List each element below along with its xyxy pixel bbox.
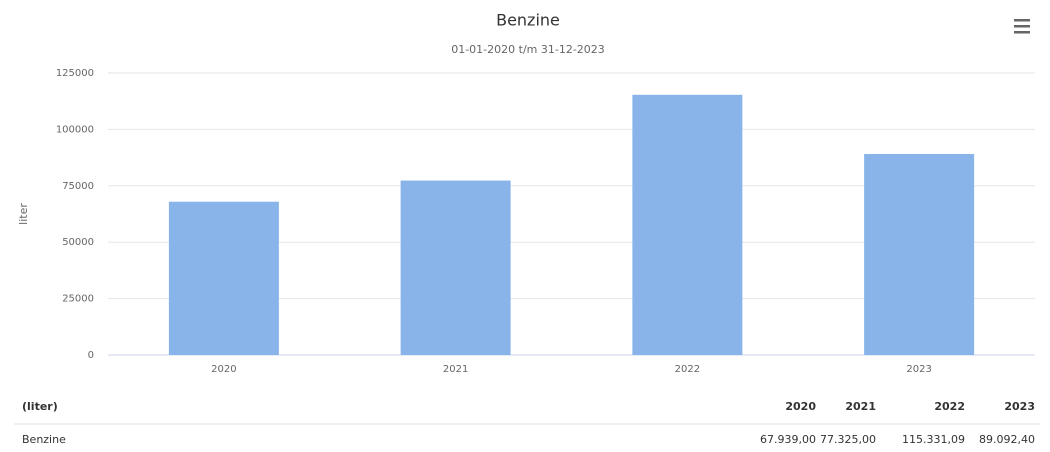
table-row-label: Benzine xyxy=(22,433,66,446)
x-tick-label: 2022 xyxy=(675,364,700,375)
bar xyxy=(168,201,279,355)
table-cell: 115.331,09 xyxy=(902,433,965,446)
table-cell: 89.092,40 xyxy=(979,433,1035,446)
x-tick-label: 2023 xyxy=(906,364,931,375)
table-column-header: 2022 xyxy=(934,400,965,413)
bar xyxy=(632,94,743,356)
menu-button[interactable] xyxy=(1014,19,1030,34)
chart-subtitle: 01-01-2020 t/m 31-12-2023 xyxy=(451,43,605,56)
menu-bar xyxy=(1014,31,1030,34)
y-tick-label: 75000 xyxy=(62,181,94,192)
bar xyxy=(400,180,511,355)
menu-bar xyxy=(1014,19,1030,22)
bar xyxy=(864,154,975,355)
chart-title: Benzine xyxy=(496,11,560,30)
table-column-header: 2023 xyxy=(1004,400,1035,413)
x-tick-label: 2020 xyxy=(211,364,236,375)
table-column-header: 2021 xyxy=(845,400,876,413)
table-header: (liter) xyxy=(22,400,58,413)
table-column-header: 2020 xyxy=(785,400,816,413)
menu-bar xyxy=(1014,25,1030,28)
y-tick-label: 0 xyxy=(88,350,94,361)
x-tick-label: 2021 xyxy=(443,364,468,375)
table-cell: 67.939,00 xyxy=(760,433,816,446)
y-axis-title: liter xyxy=(17,203,30,225)
y-tick-label: 50000 xyxy=(62,237,94,248)
y-tick-label: 125000 xyxy=(56,68,94,79)
y-tick-label: 25000 xyxy=(62,294,94,305)
table-cell: 77.325,00 xyxy=(820,433,876,446)
y-tick-label: 100000 xyxy=(56,124,94,135)
